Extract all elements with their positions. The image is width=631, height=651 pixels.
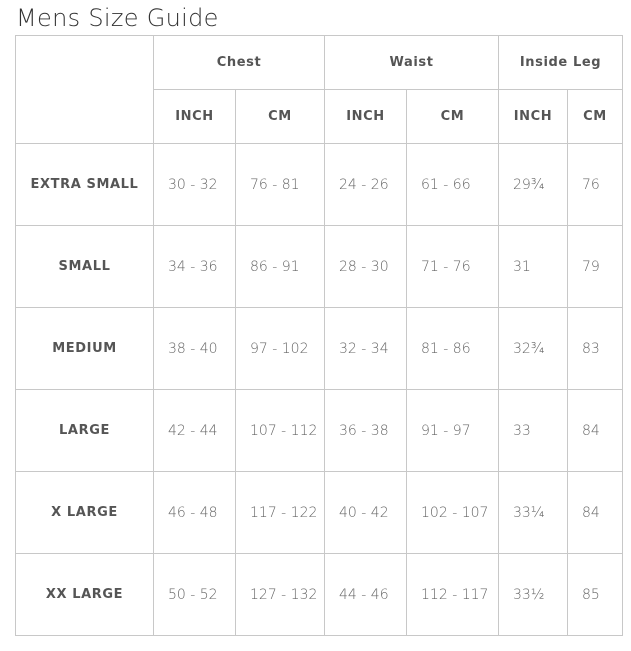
measurement-cell: 76 - 81 xyxy=(234,143,326,226)
unit-header: INCH xyxy=(498,89,569,144)
table-row: XX LARGE 50 - 52 127 - 132 44 - 46 112 - 117… xyxy=(15,553,624,636)
measurement-cell: 79 xyxy=(567,225,624,308)
measurement-cell: 32 - 34 xyxy=(324,307,408,390)
header-chest: Chest xyxy=(152,35,326,90)
measurement-cell: 33 xyxy=(498,389,569,472)
table-row: EXTRA SMALL 30 - 32 76 - 81 24 - 26 61 - 66 2… xyxy=(15,143,624,226)
measurement-cell: 97 - 102 xyxy=(234,307,326,390)
size-label: LARGE xyxy=(15,389,154,472)
measurement-cell: 33¼ xyxy=(498,471,569,554)
table-row: X LARGE 46 - 48 117 - 122 40 - 42 102 - 107 3… xyxy=(15,471,624,554)
table-row: MEDIUM 38 - 40 97 - 102 32 - 34 81 - 86 32¾ 83 xyxy=(15,307,624,390)
measurement-cell: 112 - 117 xyxy=(406,553,500,636)
measurement-cell: 71 - 76 xyxy=(406,225,500,308)
size-guide-table: Chest Waist Inside Leg INCH CM INCH CM I… xyxy=(15,35,624,636)
size-label: EXTRA SMALL xyxy=(15,143,154,226)
measurement-cell: 44 - 46 xyxy=(324,553,408,636)
measurement-cell: 24 - 26 xyxy=(324,143,408,226)
measurement-cell: 40 - 42 xyxy=(324,471,408,554)
measurement-cell: 29¾ xyxy=(498,143,569,226)
size-label: SMALL xyxy=(15,225,154,308)
measurement-cell: 107 - 112 xyxy=(234,389,326,472)
measurement-cell: 84 xyxy=(567,389,624,472)
measurement-cell: 42 - 44 xyxy=(153,389,236,472)
unit-header: CM xyxy=(567,89,624,144)
measurement-cell: 83 xyxy=(567,307,624,390)
measurement-cell: 117 - 122 xyxy=(234,471,326,554)
page-title: Mens Size Guide xyxy=(16,4,219,32)
table-row: SMALL 34 - 36 86 - 91 28 - 30 71 - 76 31 79 xyxy=(15,225,624,308)
measurement-cell: 102 - 107 xyxy=(406,471,500,554)
measurement-cell: 127 - 132 xyxy=(234,553,326,636)
measurement-cell: 84 xyxy=(567,471,624,554)
header-waist: Waist xyxy=(324,35,500,90)
measurement-cell: 81 - 86 xyxy=(406,307,500,390)
measurement-cell: 76 xyxy=(567,143,624,226)
unit-header: INCH xyxy=(153,89,236,144)
size-label: X LARGE xyxy=(15,471,154,554)
unit-header: INCH xyxy=(324,89,408,144)
unit-header: CM xyxy=(234,89,326,144)
header-inside-leg: Inside Leg xyxy=(498,35,624,90)
measurement-cell: 46 - 48 xyxy=(153,471,236,554)
measurement-cell: 28 - 30 xyxy=(324,225,408,308)
measurement-cell: 33½ xyxy=(498,553,569,636)
measurement-cell: 86 - 91 xyxy=(234,225,326,308)
measurement-cell: 31 xyxy=(498,225,569,308)
size-label: MEDIUM xyxy=(15,307,154,390)
table-row: LARGE 42 - 44 107 - 112 36 - 38 91 - 97 33 84 xyxy=(15,389,624,472)
measurement-cell: 38 - 40 xyxy=(153,307,236,390)
measurement-cell: 30 - 32 xyxy=(153,143,236,226)
size-label: XX LARGE xyxy=(15,553,154,636)
measurement-cell: 34 - 36 xyxy=(153,225,236,308)
measurement-cell: 32¾ xyxy=(498,307,569,390)
measurement-cell: 61 - 66 xyxy=(406,143,500,226)
measurement-cell: 50 - 52 xyxy=(153,553,236,636)
measurement-cell: 85 xyxy=(567,553,624,636)
empty-corner-cell xyxy=(15,35,154,144)
unit-header: CM xyxy=(406,89,500,144)
measurement-cell: 91 - 97 xyxy=(406,389,500,472)
measurement-cell: 36 - 38 xyxy=(324,389,408,472)
